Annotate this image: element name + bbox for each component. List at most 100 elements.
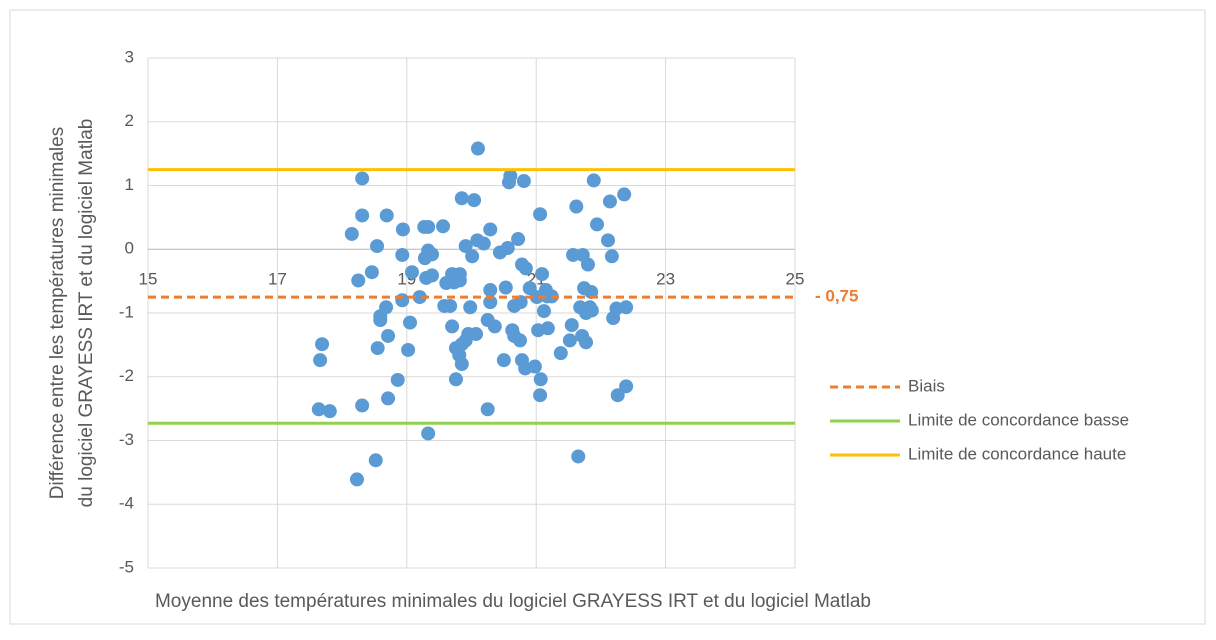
point [355,171,370,186]
point [463,300,478,315]
point [483,283,498,298]
point [483,295,498,310]
point [379,208,394,223]
line-label: - 0,75 [815,287,858,306]
point [443,298,458,313]
point [370,341,385,356]
point [487,319,502,334]
point [364,265,379,280]
point [379,300,394,315]
point [579,335,594,350]
point [373,313,388,328]
y-tick-label: -1 [119,302,134,321]
point [349,472,364,487]
y-tick-label: 2 [125,111,134,130]
point [536,304,551,319]
point [452,267,467,282]
legend-label: Biais [908,376,945,395]
point [421,219,436,234]
y-tick-label: 1 [125,175,134,194]
point [533,372,548,387]
point [476,236,491,251]
point [458,239,473,254]
point [562,333,577,348]
point [540,321,555,336]
point [381,391,396,406]
point [421,426,436,441]
point [553,346,568,361]
point [470,141,485,156]
point [436,219,451,234]
point [533,388,548,403]
point [619,379,634,394]
legend-label: Limite de concordance haute [908,444,1126,463]
x-tick-label: 15 [139,270,158,289]
point [395,293,410,308]
point [503,168,518,183]
y-tick-label: -2 [119,366,134,385]
point [381,328,396,343]
point [584,284,599,299]
y-tick-label: -5 [119,557,134,576]
x-tick-label: 23 [656,270,675,289]
point [513,333,528,348]
point [569,199,584,214]
point [469,327,484,342]
point [344,226,359,241]
point [516,174,531,189]
point [454,191,469,206]
point [313,353,328,368]
point [533,207,548,222]
x-tick-label: 17 [268,270,287,289]
point [448,372,463,387]
y-axis-title: du logiciel GRAYESS IRT et du logiciel M… [76,119,97,508]
point [395,222,410,237]
point [527,359,542,374]
point [602,194,617,209]
point [483,222,498,237]
y-tick-label: -4 [119,494,134,513]
point [580,257,595,272]
point [467,193,482,208]
x-tick-label: 25 [786,270,805,289]
point [500,240,515,255]
point [465,249,480,264]
point [601,233,616,248]
point [315,337,330,352]
point [368,453,383,468]
point [404,265,419,280]
point [355,208,370,223]
y-tick-label: 3 [125,47,134,66]
x-axis-title: Moyenne des températures minimales du lo… [155,591,871,612]
point [511,232,526,247]
point [610,388,625,403]
point [590,217,605,232]
point [395,247,410,262]
point [513,295,528,310]
point [586,173,601,188]
point [390,372,405,387]
point [355,398,370,413]
point [322,404,337,419]
point [480,402,495,417]
point [617,187,632,202]
point [535,267,550,282]
point [584,303,599,318]
point [425,247,440,262]
y-tick-label: -3 [119,430,134,449]
point [518,261,533,276]
point [351,273,366,288]
y-tick-label: 0 [125,239,134,258]
point [564,318,579,333]
point [445,319,460,334]
y-axis-title: Différence entre les températures minima… [47,127,68,499]
point [619,300,634,315]
point [496,353,511,368]
point [311,402,326,417]
legend-label: Limite de concordance basse [908,410,1129,429]
point [403,315,418,330]
point [566,247,581,262]
point [498,280,513,295]
